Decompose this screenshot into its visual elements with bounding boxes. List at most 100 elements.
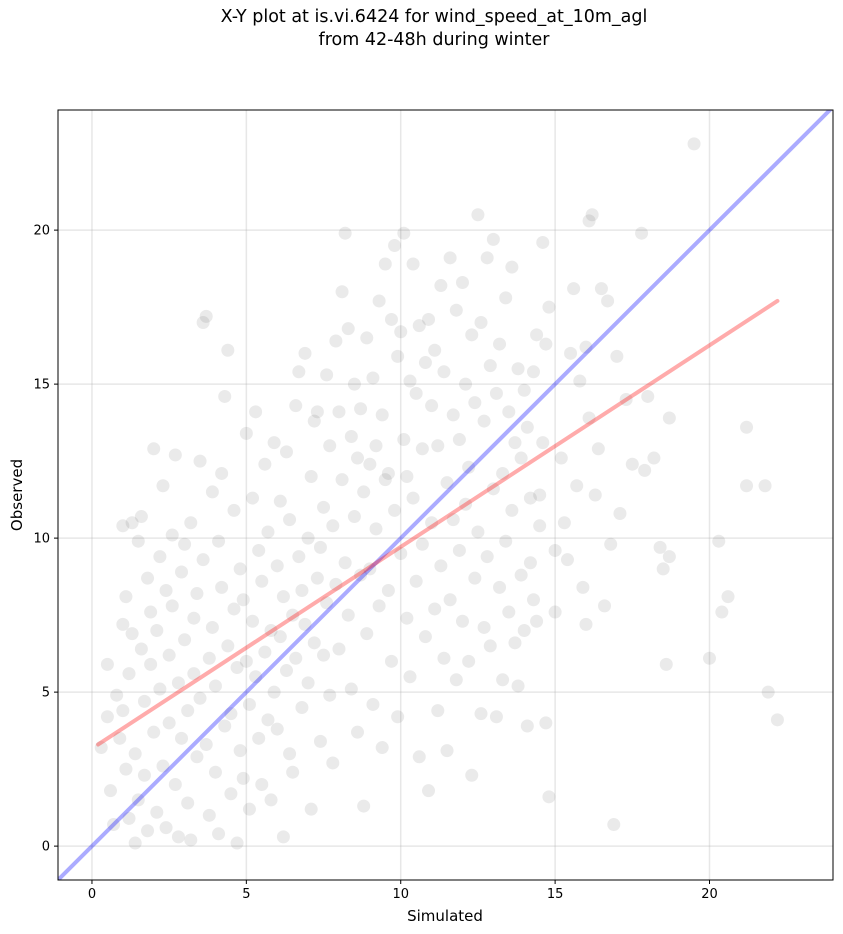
scatter-point: [511, 679, 525, 693]
scatter-point: [113, 731, 127, 745]
scatter-point: [310, 571, 324, 585]
scatter-point: [175, 731, 189, 745]
scatter-point: [369, 522, 383, 536]
scatter-point: [391, 349, 405, 363]
scatter-point: [242, 697, 256, 711]
scatter-point: [496, 673, 510, 687]
scatter-point: [468, 396, 482, 410]
scatter-point: [576, 580, 590, 594]
scatter-point: [363, 457, 377, 471]
scatter-point: [740, 479, 754, 493]
scatter-point: [246, 491, 260, 505]
scatter-point: [181, 796, 195, 810]
scatter-point: [144, 605, 158, 619]
scatter-point: [193, 691, 207, 705]
scatter-point: [758, 479, 772, 493]
scatter-point: [619, 393, 633, 407]
scatter-point: [412, 750, 426, 764]
scatter-point: [289, 651, 303, 665]
scatter-point: [418, 356, 432, 370]
scatter-point: [298, 617, 312, 631]
scatter-point: [230, 836, 244, 850]
scatter-point: [594, 282, 608, 296]
scatter-point: [579, 617, 593, 631]
scatter-point: [607, 818, 621, 832]
scatter-point: [502, 405, 516, 419]
scatter-point: [221, 639, 235, 653]
scatter-point: [94, 741, 108, 755]
scatter-point: [641, 389, 655, 403]
scatter-point: [369, 439, 383, 453]
scatter-point: [489, 386, 503, 400]
scatter-point: [141, 571, 155, 585]
scatter-point: [496, 466, 510, 480]
scatter-point: [381, 583, 395, 597]
scatter-point: [381, 466, 395, 480]
scatter-point: [107, 818, 121, 832]
scatter-point: [249, 405, 263, 419]
scatter-point: [335, 473, 349, 487]
scatter-point: [122, 667, 136, 681]
scatter-point: [397, 433, 411, 447]
scatter-point: [505, 260, 519, 274]
scatter-point: [125, 627, 139, 641]
scatter-point: [187, 611, 201, 625]
scatter-point: [409, 386, 423, 400]
scatter-point: [215, 466, 229, 480]
scatter-point: [440, 744, 454, 758]
scatter-point: [400, 611, 414, 625]
x-tick-label: 0: [88, 887, 96, 902]
scatter-point: [539, 716, 553, 730]
scatter-point: [279, 445, 293, 459]
scatter-point: [354, 568, 368, 582]
scatter-point: [761, 685, 775, 699]
scatter-point: [341, 322, 355, 336]
scatter-point: [320, 368, 334, 382]
scatter-point: [128, 836, 142, 850]
scatter-point: [548, 605, 562, 619]
scatter-point: [604, 537, 618, 551]
scatter-point: [363, 562, 377, 576]
scatter-point: [489, 710, 503, 724]
scatter-point: [249, 670, 263, 684]
scatter-point: [224, 787, 238, 801]
scatter-point: [613, 506, 627, 520]
scatter-point: [465, 768, 479, 782]
scatter-point: [236, 593, 250, 607]
scatter-point: [493, 580, 507, 594]
y-tick-label: 15: [33, 378, 50, 393]
scatter-point: [638, 463, 652, 477]
scatter-point: [378, 257, 392, 271]
scatter-point: [332, 405, 346, 419]
scatter-point: [131, 534, 145, 548]
scatter-point: [100, 710, 114, 724]
scatter-point: [147, 725, 161, 739]
scatter-point: [178, 633, 192, 647]
scatter-point: [480, 251, 494, 265]
scatter-point: [474, 316, 488, 330]
chart-title-line-2: from 42-48h during winter: [318, 30, 550, 50]
scatter-point: [338, 556, 352, 570]
y-axis-ticks: 0 5 10 15 20: [33, 224, 58, 855]
scatter-point: [165, 599, 179, 613]
scatter-point: [246, 614, 260, 628]
scatter-point: [323, 439, 337, 453]
scatter-point: [462, 460, 476, 474]
scatter-point: [702, 651, 716, 665]
scatter-point: [567, 282, 581, 296]
scatter-point: [326, 519, 340, 533]
scatter-point: [304, 802, 318, 816]
scatter-point: [449, 673, 463, 687]
scatter-point: [283, 747, 297, 761]
scatter-point: [227, 602, 241, 616]
scatter-point: [184, 516, 198, 530]
scatter-point: [289, 399, 303, 413]
scatter-point: [313, 540, 327, 554]
chart-title: X-Y plot at is.vi.6424 for wind_speed_at…: [0, 6, 843, 52]
scatter-point: [215, 580, 229, 594]
scatter-point: [116, 617, 130, 631]
scatter-point: [252, 731, 266, 745]
scatter-point: [190, 750, 204, 764]
scatter-point: [403, 670, 417, 684]
scatter-point: [283, 513, 297, 527]
